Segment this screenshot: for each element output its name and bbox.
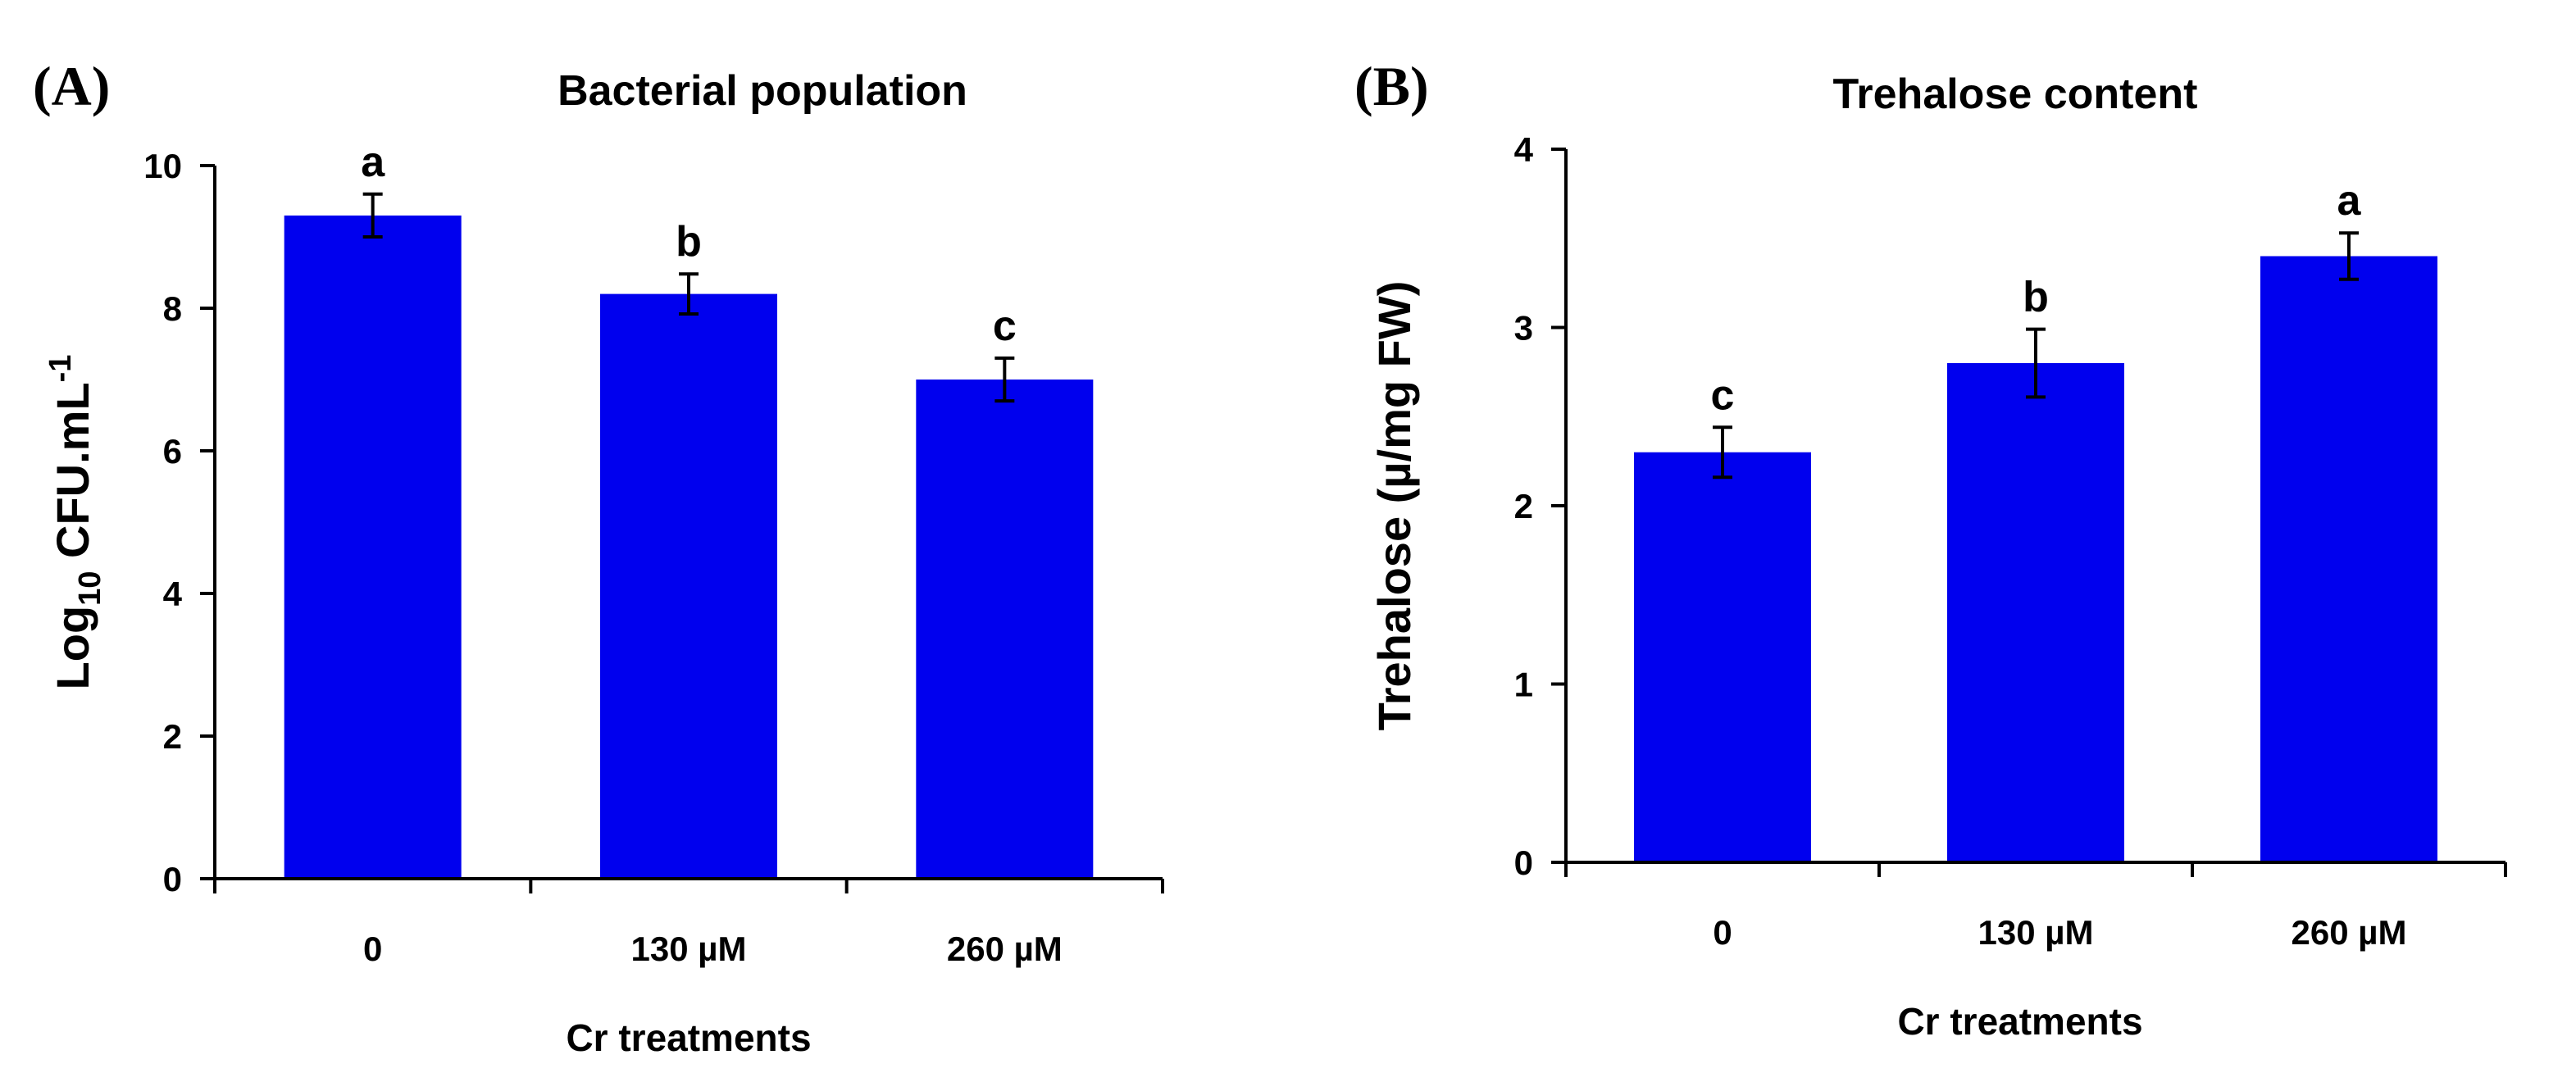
significance-letter: b (676, 218, 702, 266)
y-axis-label: Trehalose (µ/mg FW) (1368, 281, 1420, 731)
significance-letter: c (1711, 371, 1735, 419)
error-bar (2339, 231, 2359, 281)
panel-a: (A) Bacterial population a 0 b 130 µM c 260 µM 0… (33, 55, 1164, 1059)
bar (600, 293, 777, 880)
x-tick-label: 0 (363, 930, 382, 968)
x-tick-label: 260 µM (2292, 913, 2407, 952)
error-bar (2026, 327, 2046, 399)
y-tick-label: 4 (1514, 130, 1534, 169)
panel-label: (B) (1354, 55, 1429, 117)
y-axis-label-main: Trehalose (µ/mg FW) (1368, 281, 1420, 731)
y-tick-label: 1 (1514, 666, 1533, 704)
y-axis-label-superscript: -1 (43, 355, 78, 383)
error-bar (1713, 425, 1732, 480)
x-tick-label: 260 µM (947, 930, 1063, 968)
y-tick-label: 4 (163, 575, 183, 613)
error-bar (994, 356, 1015, 403)
y-tick-label: 10 (143, 147, 182, 185)
y-tick-label: 6 (163, 432, 182, 471)
x-axis-label: Cr treatments (1897, 1000, 2142, 1043)
significance-letter: a (2337, 177, 2362, 225)
y-tick-label: 2 (163, 717, 182, 756)
y-tick-label: 3 (1514, 309, 1533, 348)
bar (916, 380, 1094, 879)
y-tick-label: 8 (163, 289, 182, 328)
bar (2260, 256, 2437, 862)
y-axis-label-main: Log (47, 606, 98, 690)
x-axis-label: Cr treatments (566, 1016, 811, 1059)
bar (1947, 363, 2124, 862)
panel-label: (A) (33, 55, 110, 117)
bar (1634, 452, 1811, 862)
x-tick-label: 130 µM (631, 930, 747, 968)
panel-b: (B) Trehalose content c 0 b 130 µM a 260 µM 0 1 2 3… (1354, 55, 2507, 1043)
bar (284, 215, 462, 879)
chart-title: Bacterial population (558, 67, 967, 115)
y-tick-label: 2 (1514, 487, 1533, 525)
y-tick-label: 0 (1514, 843, 1533, 882)
significance-letter: a (361, 139, 385, 186)
error-bar (679, 272, 699, 316)
y-axis-label-subscript: 10 (73, 571, 107, 606)
y-tick-label: 0 (163, 860, 182, 898)
error-bar (362, 192, 383, 239)
chart-title: Trehalose content (1833, 70, 2198, 118)
significance-letter: b (2023, 274, 2049, 321)
significance-letter: c (993, 302, 1017, 350)
x-tick-label: 130 µM (1978, 913, 2094, 952)
x-tick-label: 0 (1713, 913, 1732, 952)
y-axis-label-unit: CFU.mL (47, 382, 98, 571)
y-axis-label: Log10 CFU.mL-1 (43, 355, 107, 690)
